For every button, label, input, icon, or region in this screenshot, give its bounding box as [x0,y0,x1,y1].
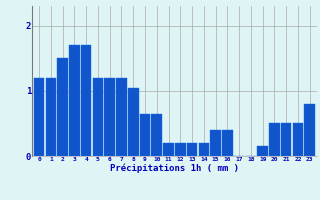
Bar [198,143,209,156]
Bar [104,78,115,156]
Bar [151,114,162,156]
Bar [45,78,56,156]
Bar [140,114,150,156]
Bar [281,123,292,156]
Bar [163,143,174,156]
Bar [257,146,268,156]
Bar [128,88,139,156]
Bar [92,78,103,156]
X-axis label: Précipitations 1h ( mm ): Précipitations 1h ( mm ) [110,163,239,173]
Bar [269,123,280,156]
Bar [222,130,233,156]
Bar [187,143,197,156]
Bar [34,78,44,156]
Bar [116,78,127,156]
Bar [81,45,92,156]
Bar [304,104,315,156]
Bar [175,143,186,156]
Bar [57,58,68,156]
Bar [210,130,221,156]
Bar [293,123,303,156]
Bar [69,45,80,156]
